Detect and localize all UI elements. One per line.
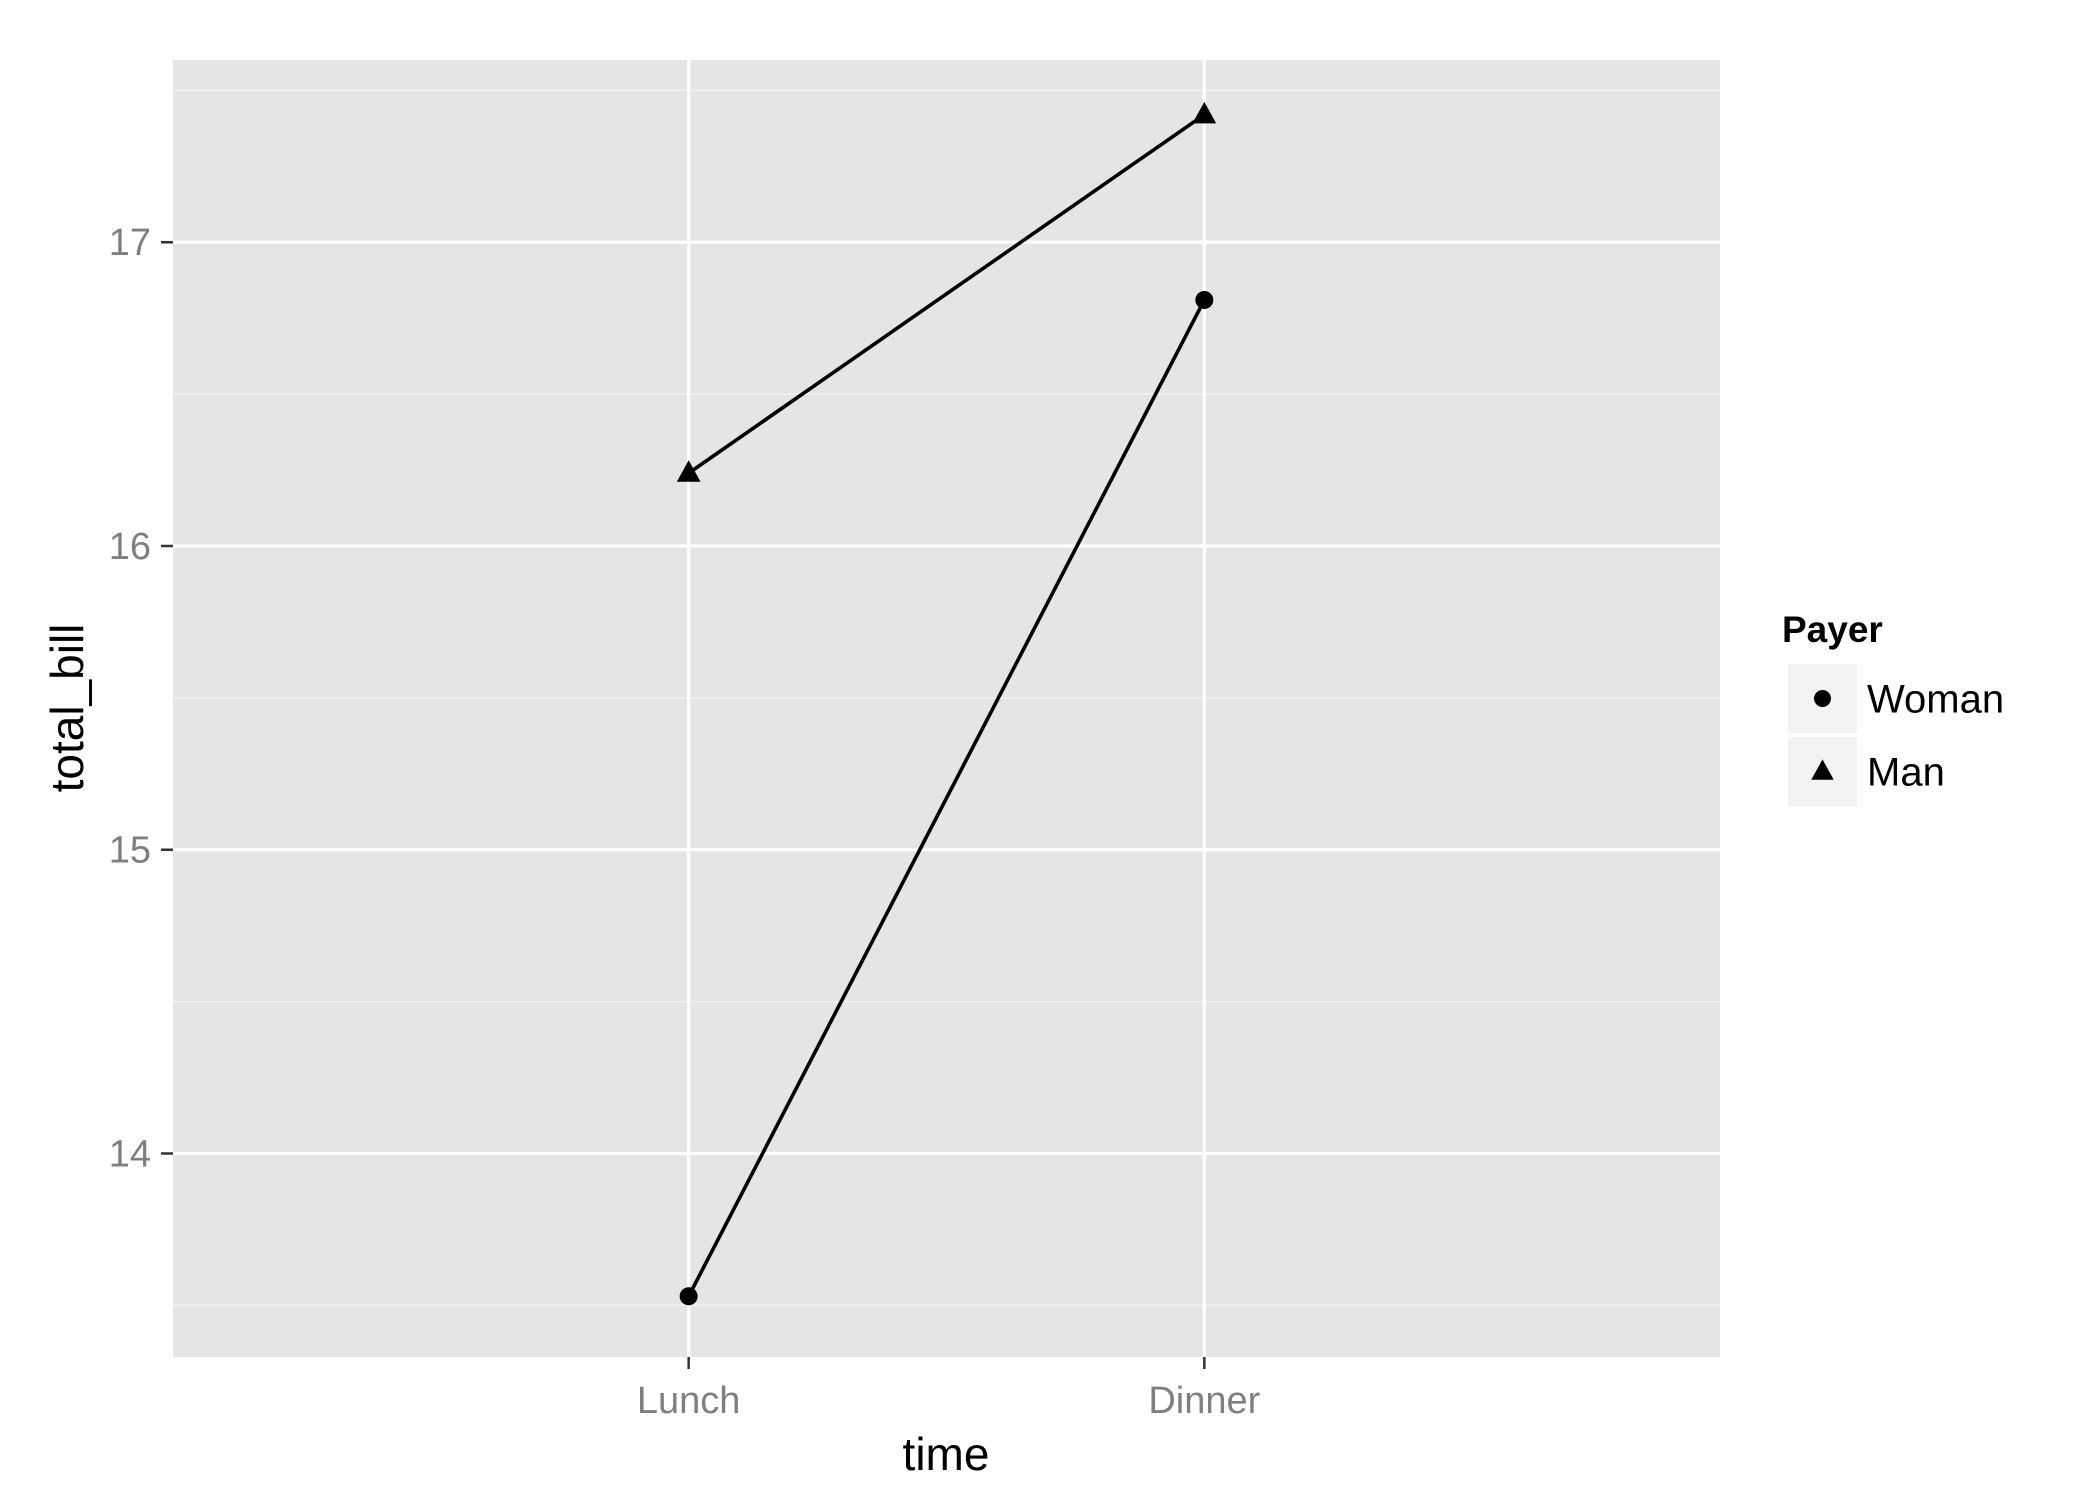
y-tick-label: 16 [109,526,151,568]
triangle-marker [1811,759,1834,780]
legend-entry-woman: Woman [1788,664,2004,733]
y-tick-label: 14 [109,1133,151,1175]
circle-marker [679,1287,698,1306]
series-line [687,113,1206,475]
legend-entry-man: Man [1788,737,1945,806]
major-grid [173,60,1720,1357]
plot-panel [173,60,1720,1357]
series-man [676,101,1217,482]
legend: Payer Woman Man [1782,609,2004,806]
triangle-marker [1192,101,1217,124]
series-line [687,299,1206,1298]
circle-marker [1195,290,1214,309]
series-woman [679,290,1214,1306]
series-layer [676,101,1217,1306]
legend-entries: Woman Man [1788,664,2004,806]
x-axis: Lunch Dinner [637,1357,1261,1422]
legend-label: Man [1867,751,1945,795]
circle-marker [1814,690,1831,707]
legend-label: Woman [1867,678,2004,722]
y-axis-title: total_bill [41,624,93,793]
legend-title: Payer [1782,609,1883,650]
x-axis-title: time [903,1428,990,1480]
minor-grid [173,89,1720,1307]
y-tick-label: 15 [109,830,151,872]
x-tick-label: Dinner [1148,1380,1260,1422]
triangle-marker [676,460,701,482]
y-tick-label: 17 [109,222,151,264]
x-tick-label: Lunch [637,1380,741,1422]
y-axis: 14 15 16 17 [109,222,173,1175]
